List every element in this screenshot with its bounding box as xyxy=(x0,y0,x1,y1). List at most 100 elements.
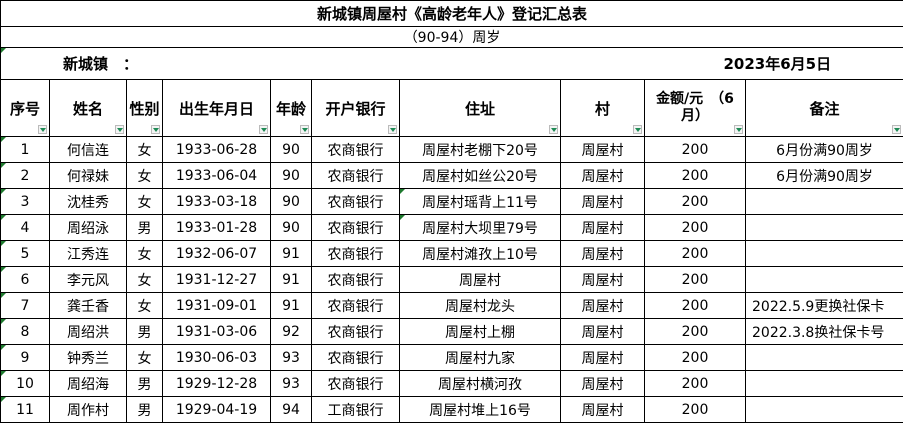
cell-birth[interactable]: 1933-06-04 xyxy=(163,163,271,189)
header-village[interactable]: 村 xyxy=(561,80,645,137)
cell-no[interactable]: 6 xyxy=(1,267,50,293)
cell-no[interactable]: 8 xyxy=(1,319,50,345)
cell-name[interactable]: 周作村 xyxy=(50,397,127,423)
cell-note[interactable]: 6月份满90周岁 xyxy=(746,163,903,189)
cell-village[interactable]: 周屋村 xyxy=(561,371,645,397)
cell-village[interactable]: 周屋村 xyxy=(561,137,645,163)
cell-bank[interactable]: 农商银行 xyxy=(312,241,400,267)
cell-no[interactable]: 7 xyxy=(1,293,50,319)
cell-bank[interactable]: 农商银行 xyxy=(312,189,400,215)
cell-sex[interactable]: 女 xyxy=(127,189,163,215)
header-name[interactable]: 姓名 xyxy=(50,80,127,137)
table-subtitle[interactable]: （90-94）周岁 xyxy=(1,27,903,48)
town-date-cell[interactable]: 新城镇 ：2023年6月5日 xyxy=(1,48,903,80)
header-note[interactable]: 备注 xyxy=(746,80,903,137)
header-birth[interactable]: 出生年月日 xyxy=(163,80,271,137)
cell-amount[interactable]: 200 xyxy=(645,397,746,423)
cell-bank[interactable]: 农商银行 xyxy=(312,163,400,189)
cell-amount[interactable]: 200 xyxy=(645,163,746,189)
cell-sex[interactable]: 女 xyxy=(127,267,163,293)
cell-bank[interactable]: 工商银行 xyxy=(312,397,400,423)
header-bank[interactable]: 开户银行 xyxy=(312,80,400,137)
cell-sex[interactable]: 男 xyxy=(127,215,163,241)
header-no[interactable]: 序号 xyxy=(1,80,50,137)
cell-age[interactable]: 94 xyxy=(271,397,312,423)
cell-note[interactable] xyxy=(746,215,903,241)
cell-note[interactable] xyxy=(746,397,903,423)
cell-sex[interactable]: 男 xyxy=(127,371,163,397)
cell-addr[interactable]: 周屋村老棚下20号 xyxy=(400,137,561,163)
cell-addr[interactable]: 周屋村堆上16号 xyxy=(400,397,561,423)
cell-bank[interactable]: 农商银行 xyxy=(312,215,400,241)
cell-age[interactable]: 90 xyxy=(271,163,312,189)
cell-sex[interactable]: 女 xyxy=(127,163,163,189)
cell-bank[interactable]: 农商银行 xyxy=(312,371,400,397)
filter-dropdown-icon[interactable] xyxy=(151,125,160,134)
cell-addr[interactable]: 周屋村九家 xyxy=(400,345,561,371)
cell-bank[interactable]: 农商银行 xyxy=(312,267,400,293)
cell-note[interactable] xyxy=(746,345,903,371)
cell-age[interactable]: 93 xyxy=(271,371,312,397)
cell-addr[interactable]: 周屋村滩孜上10号 xyxy=(400,241,561,267)
cell-note[interactable]: 6月份满90周岁 xyxy=(746,137,903,163)
cell-no[interactable]: 2 xyxy=(1,163,50,189)
cell-birth[interactable]: 1929-12-28 xyxy=(163,371,271,397)
header-address[interactable]: 住址 xyxy=(400,80,561,137)
cell-birth[interactable]: 1929-04-19 xyxy=(163,397,271,423)
cell-amount[interactable]: 200 xyxy=(645,371,746,397)
cell-sex[interactable]: 男 xyxy=(127,319,163,345)
filter-dropdown-icon[interactable] xyxy=(259,125,268,134)
cell-age[interactable]: 91 xyxy=(271,293,312,319)
cell-addr[interactable]: 周屋村龙头 xyxy=(400,293,561,319)
cell-age[interactable]: 91 xyxy=(271,267,312,293)
cell-age[interactable]: 92 xyxy=(271,319,312,345)
cell-sex[interactable]: 女 xyxy=(127,137,163,163)
cell-sex[interactable]: 男 xyxy=(127,397,163,423)
filter-dropdown-icon[interactable] xyxy=(892,125,901,134)
cell-no[interactable]: 1 xyxy=(1,137,50,163)
cell-birth[interactable]: 1932-06-07 xyxy=(163,241,271,267)
cell-bank[interactable]: 农商银行 xyxy=(312,345,400,371)
cell-no[interactable]: 5 xyxy=(1,241,50,267)
cell-birth[interactable]: 1933-03-18 xyxy=(163,189,271,215)
cell-no[interactable]: 4 xyxy=(1,215,50,241)
header-age[interactable]: 年龄 xyxy=(271,80,312,137)
cell-amount[interactable]: 200 xyxy=(645,345,746,371)
cell-amount[interactable]: 200 xyxy=(645,267,746,293)
cell-no[interactable]: 10 xyxy=(1,371,50,397)
table-title[interactable]: 新城镇周屋村《高龄老年人》登记汇总表 xyxy=(1,1,903,27)
cell-age[interactable]: 93 xyxy=(271,345,312,371)
cell-bank[interactable]: 农商银行 xyxy=(312,293,400,319)
cell-bank[interactable]: 农商银行 xyxy=(312,137,400,163)
cell-amount[interactable]: 200 xyxy=(645,215,746,241)
cell-age[interactable]: 90 xyxy=(271,137,312,163)
cell-village[interactable]: 周屋村 xyxy=(561,319,645,345)
cell-name[interactable]: 周绍泳 xyxy=(50,215,127,241)
cell-name[interactable]: 钟秀兰 xyxy=(50,345,127,371)
filter-dropdown-icon[interactable] xyxy=(300,125,309,134)
cell-village[interactable]: 周屋村 xyxy=(561,293,645,319)
cell-addr[interactable]: 周屋村上棚 xyxy=(400,319,561,345)
cell-note[interactable] xyxy=(746,371,903,397)
cell-birth[interactable]: 1933-06-28 xyxy=(163,137,271,163)
cell-note[interactable] xyxy=(746,267,903,293)
cell-age[interactable]: 90 xyxy=(271,189,312,215)
cell-birth[interactable]: 1930-06-03 xyxy=(163,345,271,371)
cell-village[interactable]: 周屋村 xyxy=(561,241,645,267)
cell-village[interactable]: 周屋村 xyxy=(561,163,645,189)
cell-addr[interactable]: 周屋村横河孜 xyxy=(400,371,561,397)
filter-dropdown-icon[interactable] xyxy=(549,125,558,134)
cell-name[interactable]: 江秀连 xyxy=(50,241,127,267)
cell-note[interactable]: 2022.5.9更换社保卡 xyxy=(746,293,903,319)
cell-name[interactable]: 何禄妹 xyxy=(50,163,127,189)
cell-amount[interactable]: 200 xyxy=(645,137,746,163)
cell-note[interactable] xyxy=(746,189,903,215)
cell-sex[interactable]: 女 xyxy=(127,345,163,371)
cell-sex[interactable]: 女 xyxy=(127,241,163,267)
filter-dropdown-icon[interactable] xyxy=(38,125,47,134)
cell-name[interactable]: 龚壬香 xyxy=(50,293,127,319)
cell-village[interactable]: 周屋村 xyxy=(561,397,645,423)
cell-village[interactable]: 周屋村 xyxy=(561,215,645,241)
cell-village[interactable]: 周屋村 xyxy=(561,345,645,371)
filter-dropdown-icon[interactable] xyxy=(734,125,743,134)
